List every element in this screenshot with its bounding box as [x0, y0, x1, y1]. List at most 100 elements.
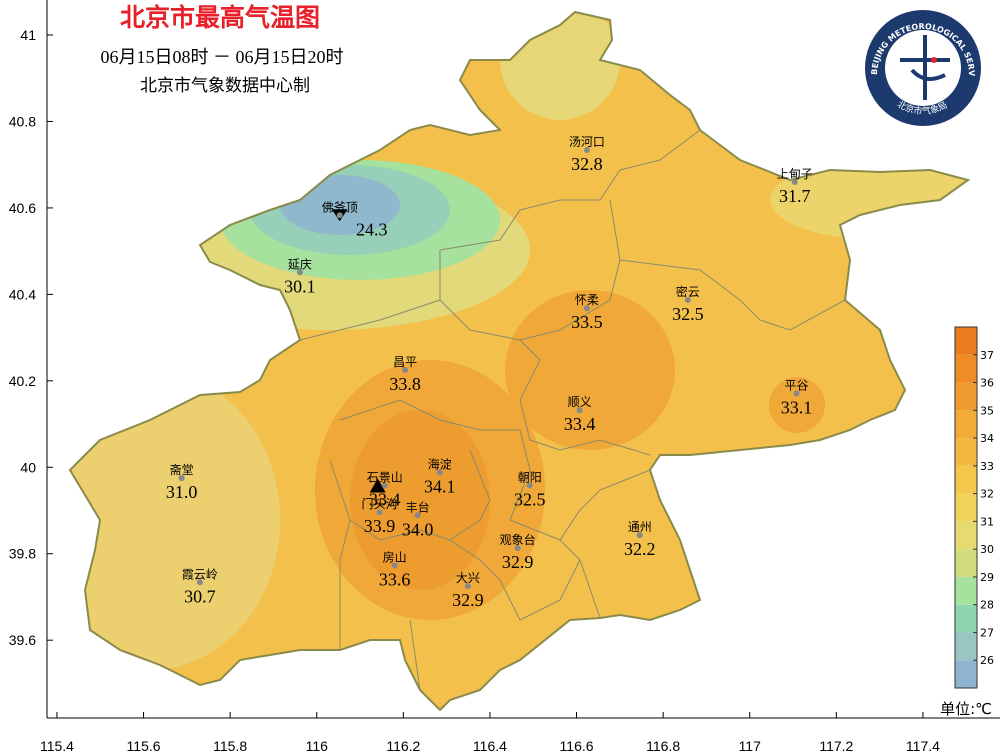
ticks: 115.4 115.6 115.8 116 116.2 116.4 116.6 116.8 11… — [9, 27, 940, 754]
station-dot — [196, 579, 203, 586]
legend-tick-label: 37 — [980, 349, 994, 362]
station-name: 石景山 — [367, 470, 403, 484]
station-name: 房山 — [383, 549, 407, 564]
legend-swatch — [955, 660, 977, 688]
y-tick-label: 41 — [20, 27, 36, 43]
station-name: 斋堂 — [170, 462, 194, 477]
y-tick-label: 40 — [20, 459, 36, 475]
legend-tick-label: 30 — [980, 543, 994, 556]
legend: 26 27 28 29 30 31 32 33 34 35 36 37 单位:℃ — [940, 326, 994, 718]
x-tick-label: 116 — [306, 738, 329, 754]
station-name: 通州 — [628, 520, 652, 534]
station-value: 33.6 — [379, 569, 411, 589]
max-marker — [369, 478, 386, 493]
station-dot — [526, 482, 533, 489]
station-value: 32.9 — [452, 590, 484, 610]
station-value: 33.1 — [781, 397, 813, 417]
station-value: 33.9 — [364, 516, 396, 536]
legend-swatch — [955, 465, 977, 494]
y-tick-label: 40.8 — [9, 113, 36, 129]
station-value: 33.4 — [369, 489, 401, 509]
y-tick-label: 39.6 — [9, 632, 36, 648]
station-name: 海淀 — [428, 456, 452, 471]
x-tick-label: 115.6 — [127, 738, 161, 754]
y-tick-label: 40.2 — [9, 373, 36, 389]
legend-swatch — [955, 576, 977, 605]
station-value: 31.7 — [779, 186, 811, 206]
legend-tick-label: 33 — [980, 460, 994, 473]
station-dot — [636, 532, 643, 539]
station-name: 昌平 — [393, 355, 417, 369]
x-tick-label: 117.2 — [819, 738, 853, 754]
y-tick-label: 40.4 — [9, 286, 36, 302]
station-dot — [381, 482, 388, 489]
legend-tick-label: 36 — [980, 377, 994, 390]
station-dot — [402, 367, 409, 374]
station-dot — [436, 469, 443, 476]
station-name: 观象台 — [500, 532, 536, 547]
station-name: 霞云岭 — [182, 567, 218, 581]
x-tick-label: 115.4 — [40, 738, 74, 754]
station-dot — [296, 269, 303, 276]
station-dot — [391, 562, 398, 569]
x-tick-label: 116.6 — [560, 738, 594, 754]
station-dot — [376, 509, 383, 516]
y-tick-label: 39.8 — [9, 546, 36, 562]
legend-tick-label: 34 — [980, 432, 994, 445]
station-dot — [793, 390, 800, 397]
x-tick-label: 116.8 — [646, 738, 680, 754]
station-value: 34.0 — [402, 519, 434, 539]
legend-frame — [954, 326, 978, 689]
station-value: 24.3 — [356, 219, 388, 239]
stations: 汤河口 32.8 上甸子 31.7 佛爷顶 24.3 延庆 30.1 怀柔 33.5 密云 32.5 昌… — [166, 135, 813, 610]
station-dot — [464, 583, 471, 590]
legend-tick-label: 28 — [980, 599, 994, 612]
station-name: 怀柔 — [575, 293, 599, 307]
legend-swatch — [955, 410, 977, 439]
legend-swatch — [955, 604, 977, 633]
station-name: 平谷 — [784, 378, 808, 392]
legend-swatch — [955, 632, 977, 661]
station-name: 丰台 — [406, 499, 430, 514]
legend-tick-label: 32 — [980, 488, 994, 501]
legend-unit: 单位:℃ — [940, 700, 992, 718]
legend-tick-label: 31 — [980, 515, 994, 528]
legend-tick-label: 27 — [980, 626, 994, 639]
station-value: 32.8 — [571, 154, 603, 174]
legend-swatch — [955, 493, 977, 522]
time-range: 06月15日08时 － 06月15日20时 — [101, 47, 344, 67]
station-dot — [583, 146, 590, 153]
legend-swatch — [955, 354, 977, 383]
station-name: 汤河口 — [569, 135, 605, 149]
station-dot — [178, 475, 185, 482]
station-value: 32.9 — [502, 552, 534, 572]
station-name: 大兴 — [456, 571, 480, 585]
station-name: 门头沟 — [362, 496, 398, 511]
legend-swatch — [955, 327, 977, 355]
legend-tick-label: 29 — [980, 571, 994, 584]
station-value: 32.2 — [624, 539, 656, 559]
x-tick-label: 116.4 — [473, 738, 507, 754]
station-dot — [791, 178, 798, 185]
station-dot — [336, 212, 343, 219]
station-dot — [583, 305, 590, 312]
station-value: 33.5 — [571, 312, 603, 332]
title: 北京市最高气温图 — [120, 3, 320, 32]
x-tick-label: 117 — [739, 738, 762, 754]
legend-swatch — [955, 549, 977, 577]
legend-tick-label: 26 — [980, 654, 994, 667]
station-value: 32.5 — [514, 489, 546, 509]
station-value: 31.0 — [166, 482, 198, 502]
station-dot — [414, 512, 421, 519]
station-dot — [576, 407, 583, 414]
x-tick-label: 115.8 — [213, 738, 247, 754]
legend-swatch — [955, 382, 977, 411]
station-dot — [684, 296, 691, 303]
station-value: 34.1 — [424, 476, 456, 496]
district-borders — [299, 129, 846, 691]
legend-tick-label: 35 — [980, 404, 994, 417]
station-value: 33.8 — [389, 374, 421, 394]
temperature-field — [70, 12, 968, 710]
station-name: 朝阳 — [518, 470, 542, 484]
